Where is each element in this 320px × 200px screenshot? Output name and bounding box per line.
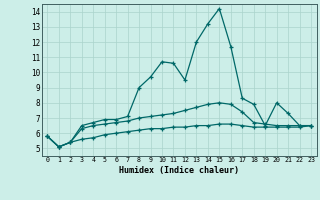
X-axis label: Humidex (Indice chaleur): Humidex (Indice chaleur) — [119, 166, 239, 175]
